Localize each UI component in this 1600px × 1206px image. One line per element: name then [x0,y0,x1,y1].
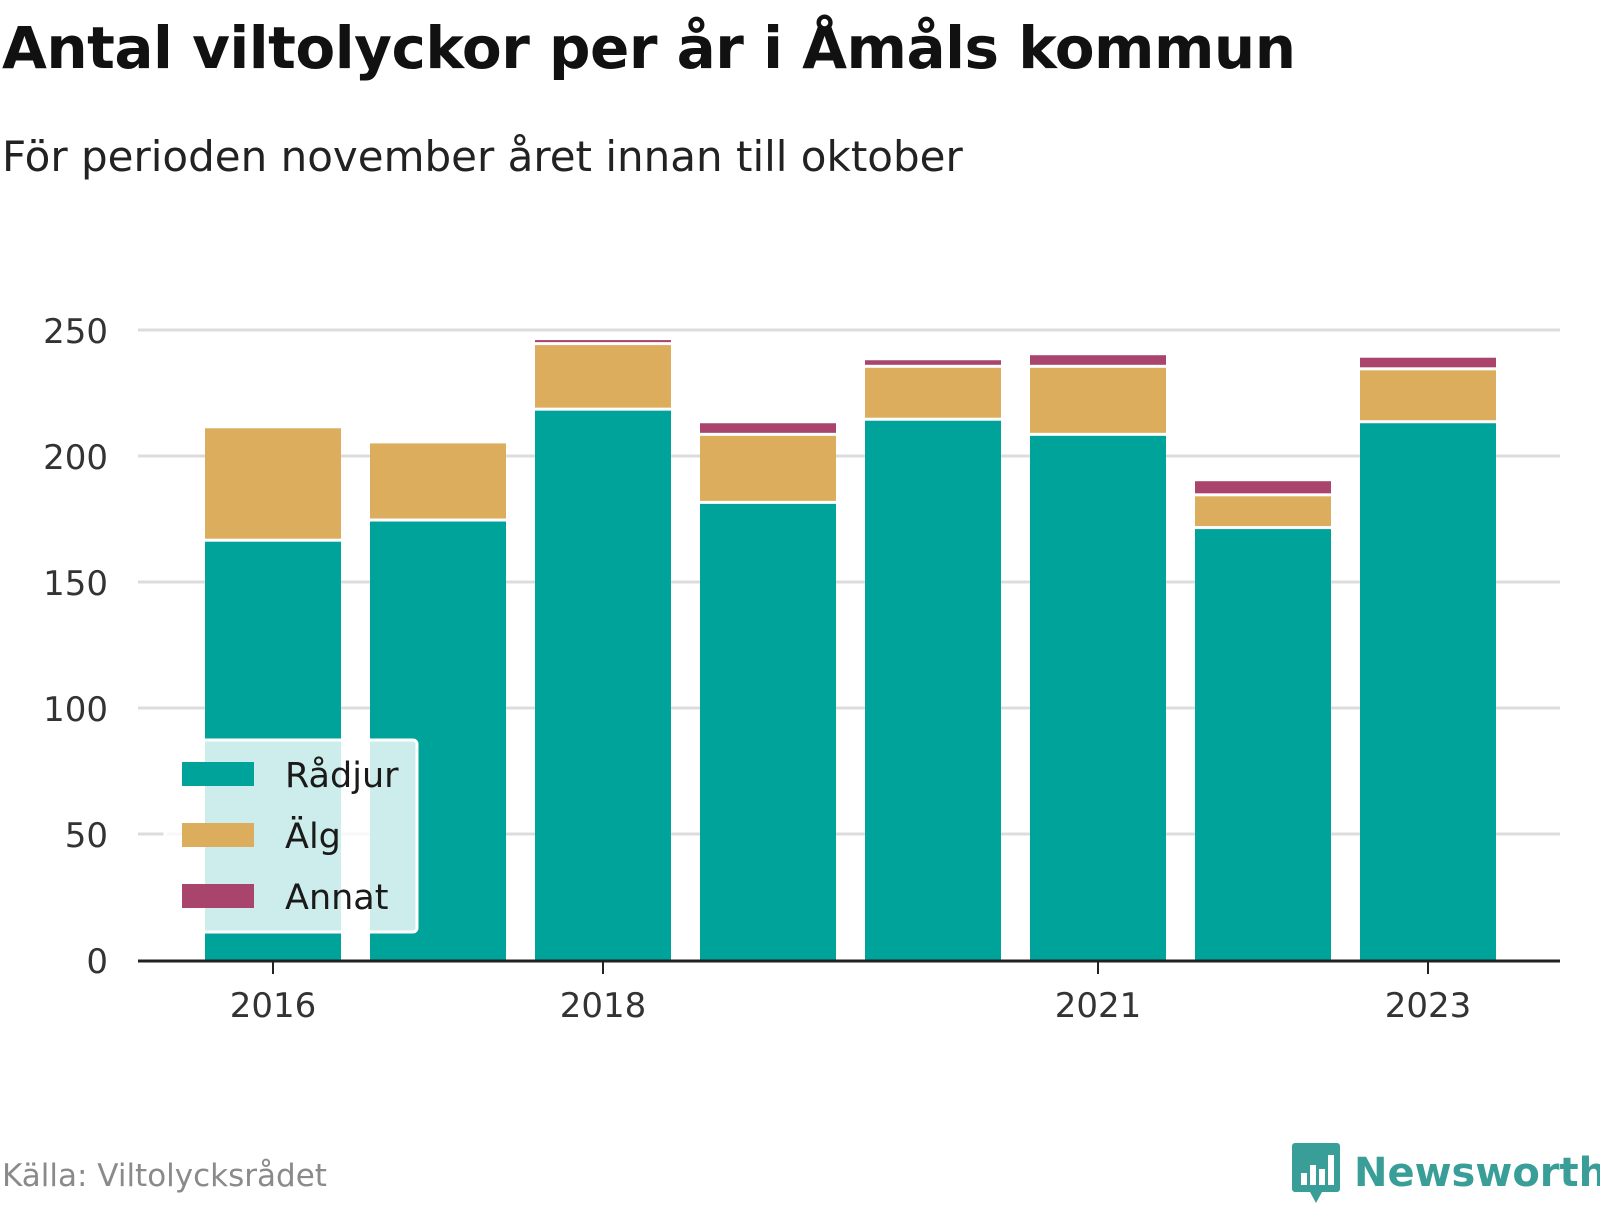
bar-2023-Rådjur [1360,423,1496,960]
x-tick-label: 2018 [560,986,647,1026]
legend-label: Annat [285,878,388,918]
bar-2019-Älg [700,435,836,501]
legend-label: Rådjur [285,755,399,796]
legend-swatch-Älg [182,823,254,847]
y-tick-label: 0 [86,942,108,982]
y-tick-label: 50 [65,816,108,856]
chart: 0 50 100 150 200 250 2016 2018 2021 2023 Rådjur Äl… [43,312,1560,1026]
x-tick-label: 2023 [1385,986,1472,1026]
bar-2017-Älg [370,443,506,519]
legend-swatch-Rådjur [182,762,254,786]
chart-title: Antal viltolyckor per år i Åmåls kommun [2,14,1296,82]
bar-2022-Rådjur [1195,529,1331,960]
bar-2018-Annat [535,340,671,343]
x-tick-label: 2021 [1055,986,1142,1026]
chart-subtitle: För perioden november året innan till ok… [2,132,963,181]
bar-2019-Annat [700,423,836,433]
bar-2018-Älg [535,345,671,408]
y-tick-label: 100 [43,690,108,730]
bar-2021-Rådjur [1030,435,1166,961]
bar-2018-Rådjur [535,410,671,960]
bar-2016-Älg [205,428,341,539]
legend-label: Älg [285,815,341,857]
y-tick-label: 250 [43,312,108,352]
y-tick-label: 150 [43,564,108,604]
bar-2020-Rådjur [865,420,1001,961]
x-tick-label: 2016 [230,986,317,1026]
bar-2023-Annat [1360,357,1496,368]
bar-2021-Älg [1030,367,1166,433]
brand-logo: Newsworthy [1292,1140,1600,1206]
legend-swatch-Annat [182,884,254,908]
bar-2020-Älg [865,367,1001,418]
bar-2023-Älg [1360,370,1496,421]
y-tick-label: 200 [43,438,108,478]
bar-2022-Annat [1195,481,1331,494]
bar-chart-speech-bubble-icon [1292,1143,1340,1203]
axes: 0 50 100 150 200 250 2016 2018 2021 2023 [43,312,1560,1026]
brand-name: Newsworthy [1354,1150,1600,1196]
source-note: Källa: Viltolycksrådet [2,1158,327,1194]
bar-2022-Älg [1195,496,1331,527]
bar-2019-Rådjur [700,503,836,960]
bar-2021-Annat [1030,355,1166,365]
bar-2020-Annat [865,360,1001,365]
legend: Rådjur Älg Annat [163,738,419,934]
